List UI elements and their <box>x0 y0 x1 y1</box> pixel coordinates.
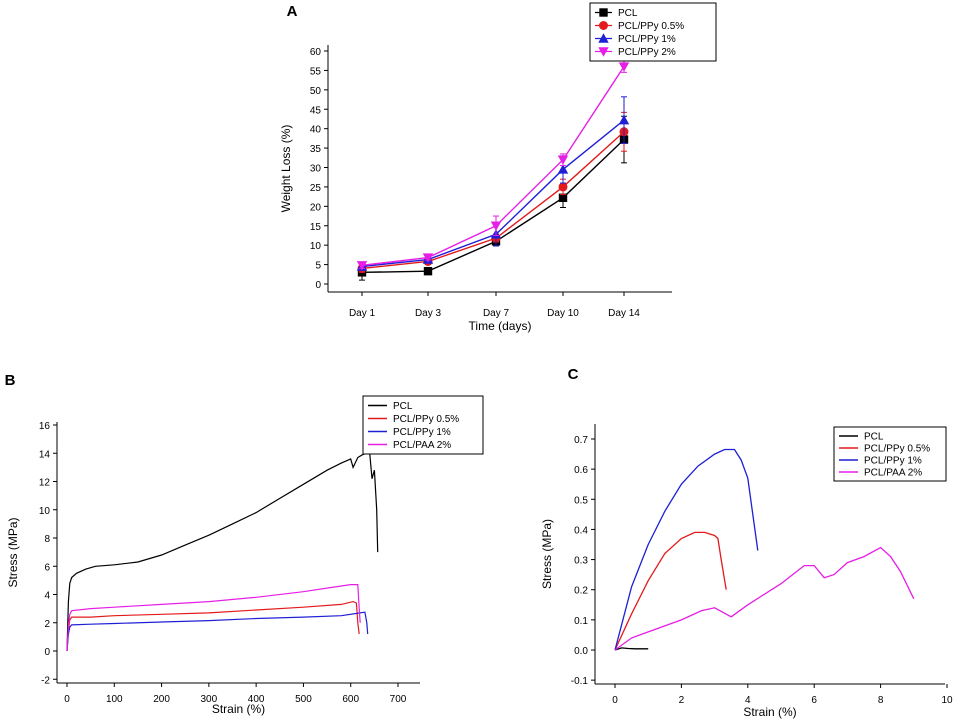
series-line-pcl-ppy-0-5 <box>66 600 360 652</box>
data-point-pcl-ppy-1 <box>618 114 630 125</box>
y-tick-label: 40 <box>310 125 322 136</box>
y-tick-label: -2 <box>41 675 50 686</box>
panel-a-letter: A <box>287 3 298 20</box>
y-tick-label: 35 <box>310 144 322 155</box>
y-axis-label: Stress (MPa) <box>540 519 554 589</box>
y-tick-label: 0 <box>44 647 50 658</box>
x-tick-label: 200 <box>153 694 170 705</box>
y-tick-label: 60 <box>310 47 322 58</box>
legend-label-pcl-ppy-0-5: PCL/PPy 0.5% <box>618 21 684 32</box>
x-tick-label: 2 <box>679 695 685 706</box>
x-tick-label: 300 <box>201 694 218 705</box>
panel-c-letter: C <box>568 366 579 383</box>
data-point-pcl <box>423 266 433 276</box>
y-tick-label: -0.1 <box>571 676 589 687</box>
legend-label-pcl-ppy-0-5: PCL/PPy 0.5% <box>864 444 930 455</box>
data-point-pcl-ppy-2 <box>557 155 569 165</box>
series-line-pcl <box>361 139 625 274</box>
legend-label-pcl-ppy-1: PCL/PPy 1% <box>864 456 922 467</box>
legend-label-pcl-ppy-2: PCL/PPy 2% <box>618 47 676 58</box>
x-tick-label: Day 14 <box>608 308 640 319</box>
x-tick-label: Day 1 <box>349 308 376 319</box>
x-tick-label: 0 <box>612 695 618 706</box>
legend-marker-pcl <box>599 8 608 17</box>
y-tick-label: 16 <box>39 421 51 432</box>
x-tick-label: 4 <box>745 695 751 706</box>
series-line-pcl <box>614 647 649 651</box>
y-tick-label: 8 <box>44 534 50 545</box>
y-tick-label: 0.5 <box>574 495 588 506</box>
y-tick-label: 0 <box>315 280 321 291</box>
y-tick-label: 25 <box>310 183 322 194</box>
x-axis-label: Strain (%) <box>212 702 265 716</box>
y-tick-label: 4 <box>44 591 50 602</box>
x-tick-label: Day 7 <box>483 308 510 319</box>
legend-label-pcl-ppy-1: PCL/PPy 1% <box>393 427 451 438</box>
y-tick-label: 0.1 <box>574 616 588 627</box>
data-point-pcl-ppy-0-5 <box>558 182 568 192</box>
legend-label-pcl-paa-2: PCL/PAA 2% <box>393 440 451 451</box>
y-tick-label: 12 <box>39 478 51 489</box>
legend-label-pcl: PCL <box>864 432 884 443</box>
series-line-pcl-ppy-1 <box>614 448 759 651</box>
y-tick-label: 55 <box>310 66 322 77</box>
x-axis-label: Strain (%) <box>743 705 796 719</box>
series-line-pcl-paa-2 <box>66 583 361 652</box>
y-tick-label: 20 <box>310 202 322 213</box>
legend-label-pcl-paa-2: PCL/PAA 2% <box>864 468 922 479</box>
series-line-pcl <box>66 450 379 652</box>
series-line-pcl-paa-2 <box>614 546 915 651</box>
x-tick-label: 6 <box>811 695 817 706</box>
y-tick-label: 10 <box>310 241 322 252</box>
legend-label-pcl: PCL <box>618 8 638 19</box>
x-tick-label: 8 <box>878 695 884 706</box>
y-tick-label: 0.3 <box>574 556 588 567</box>
x-tick-label: 600 <box>342 694 359 705</box>
y-tick-label: 0.2 <box>574 586 588 597</box>
data-point-pcl-ppy-2 <box>356 261 368 271</box>
y-axis-label: Weight Loss (%) <box>279 125 293 213</box>
data-point-pcl-ppy-2 <box>618 62 630 72</box>
y-tick-label: 15 <box>310 222 322 233</box>
y-tick-label: 0.0 <box>574 646 588 657</box>
y-tick-label: 50 <box>310 86 322 97</box>
y-tick-label: 10 <box>39 506 51 517</box>
y-tick-label: 45 <box>310 105 322 116</box>
y-tick-label: 0.6 <box>574 465 588 476</box>
data-point-pcl-ppy-2 <box>422 253 434 263</box>
panel-b: B -2 0 2 4 6 8 10 12 14 16 0 100 200 300 400 500 600 700 St… <box>5 372 484 716</box>
data-point-pcl-ppy-1 <box>557 164 569 174</box>
series-line-pcl-ppy-0-5 <box>614 531 727 651</box>
legend-marker-pcl-ppy-0-5 <box>599 21 608 30</box>
x-tick-label: 500 <box>295 694 312 705</box>
y-tick-label: 2 <box>44 619 50 630</box>
y-axis-label: Stress (MPa) <box>6 517 20 587</box>
panel-b-letter: B <box>5 372 16 389</box>
legend-label-pcl-ppy-1: PCL/PPy 1% <box>618 34 676 45</box>
data-point-pcl-ppy-2 <box>490 221 502 231</box>
x-tick-label: Day 3 <box>415 308 442 319</box>
legend-marker-pcl-ppy-1 <box>598 33 609 43</box>
x-tick-label: 0 <box>64 694 70 705</box>
y-tick-label: 6 <box>44 562 50 573</box>
panel-c: C -0.1 0.0 0.1 0.2 0.3 0.4 0.5 0.6 0.7 0 2 4 6 8 10 Stra… <box>540 366 953 719</box>
panel-a: A 0 5 10 15 20 25 30 35 40 45 50 55 60 Day 1 Day 3 Day 7… <box>279 2 717 333</box>
y-tick-label: 14 <box>39 449 51 460</box>
y-tick-label: 0.7 <box>574 435 588 446</box>
x-tick-label: 100 <box>106 694 123 705</box>
data-point-pcl <box>558 193 568 202</box>
series-line-pcl-ppy-1 <box>66 611 369 652</box>
legend-label-pcl: PCL <box>393 401 413 412</box>
x-tick-label: Day 10 <box>547 308 579 319</box>
y-tick-label: 5 <box>315 261 321 272</box>
y-tick-label: 0.4 <box>574 525 588 536</box>
x-tick-label: 10 <box>941 695 953 706</box>
x-tick-label: 400 <box>248 694 265 705</box>
x-axis-label: Time (days) <box>469 319 532 333</box>
legend-label-pcl-ppy-0-5: PCL/PPy 0.5% <box>393 414 459 425</box>
x-tick-label: 700 <box>390 694 407 705</box>
legend-marker-pcl-ppy-2 <box>598 47 609 57</box>
y-tick-label: 30 <box>310 164 322 175</box>
